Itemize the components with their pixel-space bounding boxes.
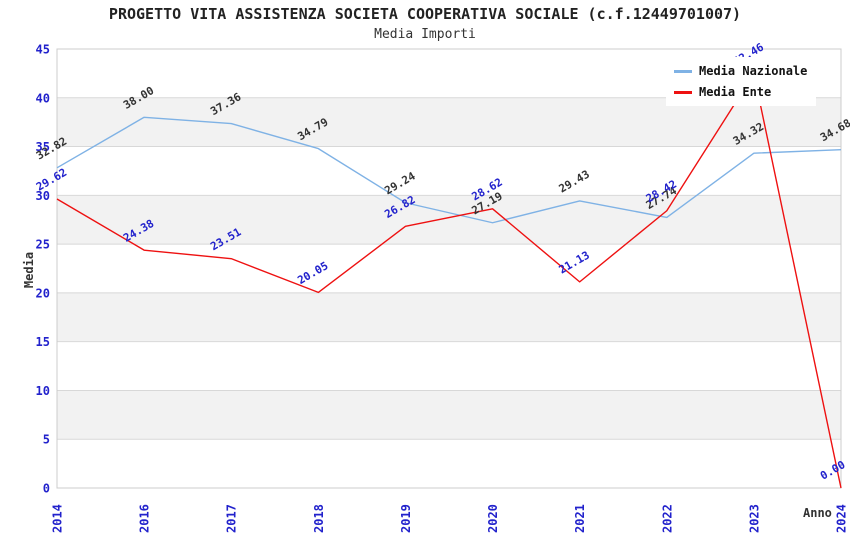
- y-tick-label: 20: [36, 286, 50, 300]
- y-tick-label: 30: [36, 189, 50, 203]
- series-line-media-ente: [56, 73, 842, 489]
- x-tick-label: 2017: [225, 504, 239, 533]
- legend: Media Nazionale Media Ente: [666, 57, 817, 106]
- legend-swatch-media-nazionale-icon: [674, 69, 692, 73]
- data-label: 0.00: [818, 458, 847, 483]
- x-tick-label: 2022: [660, 504, 674, 533]
- y-tick-label: 40: [36, 91, 50, 105]
- x-tick-label: 2020: [486, 504, 500, 533]
- data-label: 32.82: [34, 135, 69, 163]
- data-label: 29.62: [34, 166, 69, 194]
- legend-swatch-media-ente-icon: [674, 90, 692, 94]
- data-label: 20.05: [295, 259, 330, 287]
- y-tick-label: 0: [43, 482, 50, 496]
- data-label: 29.24: [382, 169, 418, 197]
- y-tick-label: 15: [36, 335, 50, 349]
- y-tick-label: 35: [36, 140, 50, 154]
- legend-label-media-nazionale: Media Nazionale: [699, 64, 808, 78]
- y-tick-label: 10: [36, 384, 50, 398]
- y-tick-label: 5: [43, 433, 50, 447]
- y-tick-label: 45: [36, 43, 50, 57]
- y-tick-label: 25: [36, 238, 50, 252]
- plot-band: [57, 195, 841, 245]
- data-label: 29.43: [557, 168, 592, 196]
- y-axis-title: Media: [22, 251, 36, 289]
- legend-label-media-ente: Media Ente: [699, 85, 772, 99]
- x-tick-label: 2021: [573, 504, 587, 533]
- x-tick-label: 2014: [51, 504, 65, 533]
- x-tick-label: 2018: [312, 504, 326, 533]
- chart-subtitle: Media Importi: [374, 27, 476, 42]
- x-tick-label: 2019: [399, 504, 413, 533]
- series-line-media-nazionale: [56, 116, 842, 224]
- x-tick-label: 2024: [835, 504, 849, 533]
- data-label: 21.13: [557, 249, 592, 277]
- x-axis-title: Anno: [803, 506, 832, 520]
- plot-frame: [56, 48, 842, 489]
- chart-title: PROGETTO VITA ASSISTENZA SOCIETA COOPERA…: [108, 5, 742, 23]
- legend-item-media-nazionale: Media Nazionale: [674, 63, 807, 79]
- plot-band: [57, 390, 841, 440]
- x-tick-label: 2016: [138, 504, 152, 533]
- x-tick-label: 2023: [747, 504, 761, 533]
- legend-item-media-ente: Media Ente: [674, 84, 807, 100]
- plot-band: [57, 292, 841, 342]
